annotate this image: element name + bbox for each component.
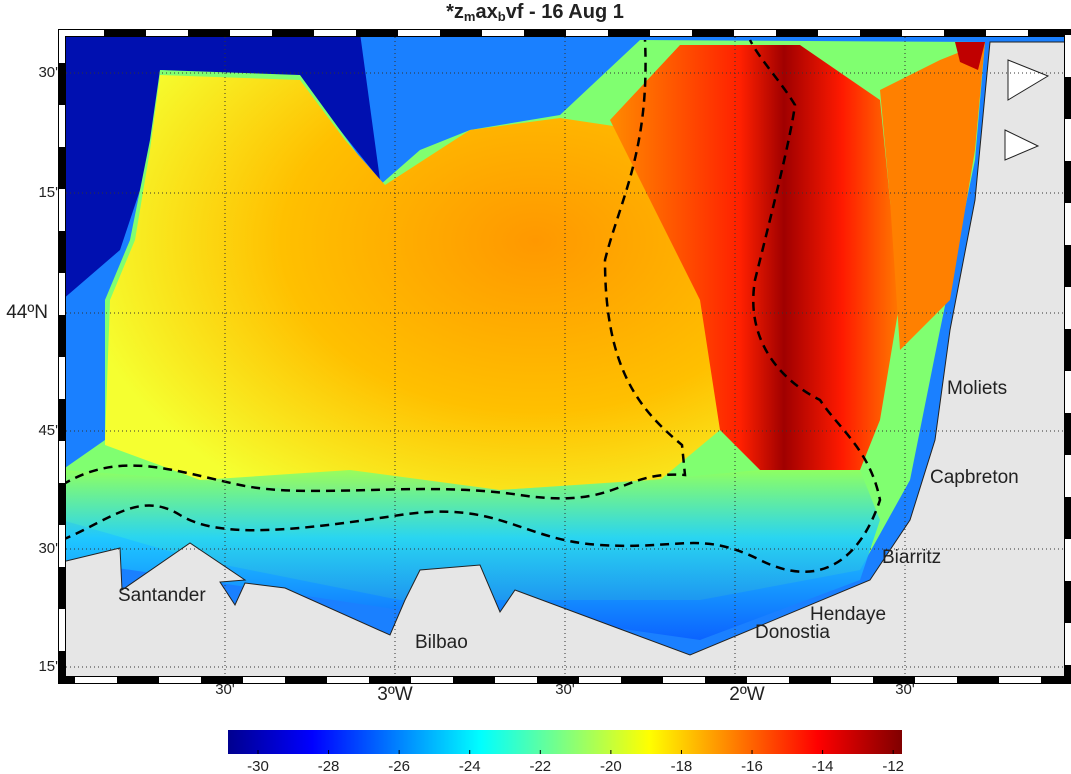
lat-label: 30': [38, 64, 58, 81]
place-name: Donostia: [755, 622, 830, 643]
colorbar-tick-label: -28: [318, 758, 340, 774]
colorbar-tick-label: -14: [812, 758, 834, 774]
lon-label: 3ºW: [377, 684, 413, 705]
lon-label: 30': [895, 681, 915, 698]
lat-label: 15': [38, 658, 58, 675]
front-region: [610, 45, 900, 470]
deep-region: [62, 33, 380, 300]
field: [62, 33, 1068, 680]
colorbar-tick-label: -22: [529, 758, 551, 774]
lat-label: 45': [38, 422, 58, 439]
east-region: [880, 42, 985, 350]
lat-label: 44ºN: [6, 302, 48, 323]
colorbar-tick-label: -16: [741, 758, 763, 774]
lon-label: 2ºW: [729, 684, 765, 705]
place-name: Capbreton: [930, 467, 1019, 488]
colorbar-tick-label: -30: [247, 758, 269, 774]
place-name: Biarritz: [882, 547, 941, 568]
place-name: Bilbao: [415, 632, 468, 653]
colorbar: [228, 730, 902, 754]
arrow-marker: [1004, 129, 1040, 161]
frame-base: [58, 29, 1071, 684]
colorbar-tick-label: -18: [671, 758, 693, 774]
colorbar-tick-label: -20: [600, 758, 622, 774]
lat-label: 15': [38, 184, 58, 201]
colorbar-tick-label: -12: [882, 758, 904, 774]
map-title: *zmaxbvf - 16 Aug 1: [446, 1, 624, 24]
lon-label: 30': [215, 681, 235, 698]
core-region: [105, 75, 720, 490]
place-name: Moliets: [947, 378, 1007, 399]
lat-label: 30': [38, 540, 58, 557]
land: [62, 41, 1068, 680]
colorbar-tick-label: -26: [388, 758, 410, 774]
hot-corner: [955, 42, 985, 70]
place-name: Hendaye: [810, 604, 886, 625]
place-name: Santander: [118, 585, 206, 606]
contour-line: [62, 39, 882, 573]
coastal-band: [62, 470, 880, 640]
lon-label: 30': [555, 681, 575, 698]
arrow-marker: [1007, 59, 1050, 101]
colorbar-tick-label: -24: [459, 758, 481, 774]
